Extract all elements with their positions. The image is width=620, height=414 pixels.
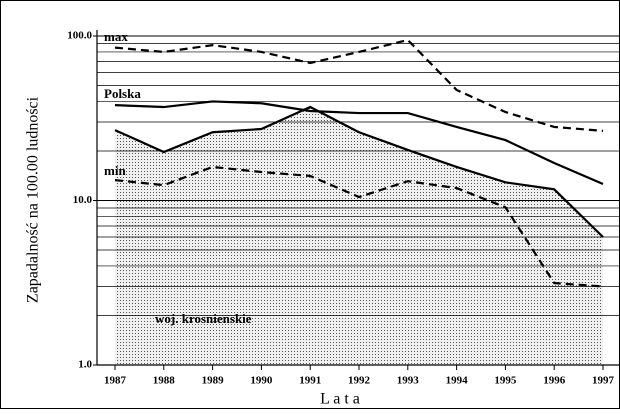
x-tick-label: 1987 bbox=[104, 375, 127, 387]
x-tick-label: 1989 bbox=[202, 375, 225, 387]
x-axis-label: L a t a bbox=[320, 391, 360, 408]
x-tick-label: 1996 bbox=[543, 375, 566, 387]
x-tick-label: 1997 bbox=[592, 375, 615, 387]
y-axis-label: Zapadalność na 100.00 ludności bbox=[25, 96, 42, 303]
series-line bbox=[114, 100, 604, 185]
area-fill bbox=[115, 107, 603, 365]
y-tick-label: 10.0 bbox=[73, 194, 93, 206]
x-tick-label: 1993 bbox=[397, 375, 420, 387]
series-line bbox=[114, 165, 604, 288]
series-label: woj. krosnienskie bbox=[155, 311, 252, 326]
x-tick-label: 1988 bbox=[153, 375, 176, 387]
series-label: max bbox=[104, 29, 128, 44]
series-label: Polska bbox=[104, 86, 141, 101]
x-tick-label: 1995 bbox=[494, 375, 517, 387]
x-tick-label: 1994 bbox=[446, 375, 469, 387]
x-tick-label: 1991 bbox=[299, 375, 321, 387]
y-tick-label: 100.0 bbox=[67, 30, 92, 42]
x-tick-label: 1990 bbox=[250, 375, 273, 387]
series-label: min bbox=[104, 163, 126, 178]
series-line bbox=[114, 38, 604, 132]
y-tick-label: 1.0 bbox=[78, 359, 92, 371]
series-line bbox=[114, 105, 604, 238]
x-tick-label: 1992 bbox=[348, 375, 371, 387]
